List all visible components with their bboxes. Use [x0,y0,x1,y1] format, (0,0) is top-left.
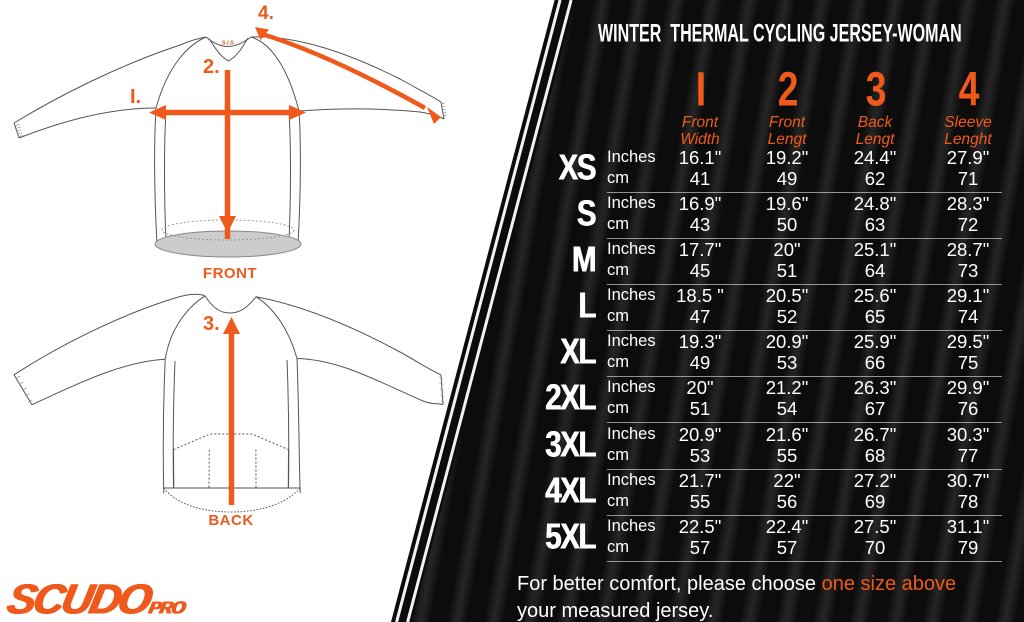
svg-text:3.: 3. [203,313,220,335]
svg-text:4.: 4. [258,3,274,24]
svg-text:I.: I. [130,86,141,108]
svg-text:S.I.S.: S.I.S. [222,41,236,47]
svg-text:FRONT: FRONT [203,265,257,282]
svg-text:BACK: BACK [208,512,253,529]
svg-text:2.: 2. [203,56,220,78]
